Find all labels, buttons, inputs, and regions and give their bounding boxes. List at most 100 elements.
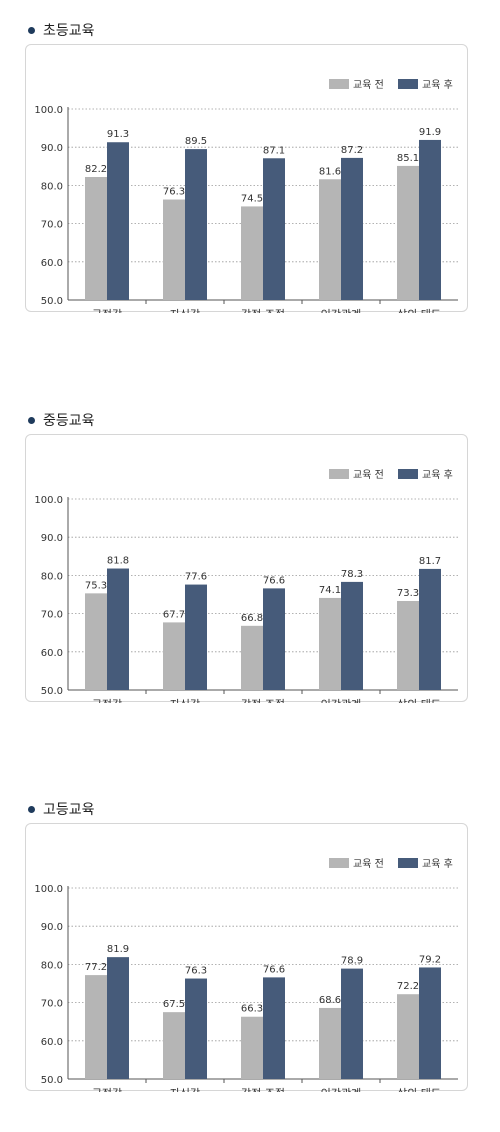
bar <box>85 975 107 1079</box>
x-tick-label: 삶의 태도 <box>397 308 441 313</box>
bar <box>241 206 263 300</box>
legend-label: 교육 후 <box>422 469 453 481</box>
bar <box>263 977 285 1079</box>
x-tick-label: 자신감 <box>170 1087 200 1092</box>
chart-section-high: 고등교육 교육 전 교육 후 50.0 60.0 70.0 80.0 90.0 100.0 77… <box>0 799 500 1099</box>
data-label: 78.3 <box>341 569 363 580</box>
legend-swatch <box>398 79 418 89</box>
bar <box>397 600 419 690</box>
bar <box>107 142 129 300</box>
data-label: 81.8 <box>107 556 129 567</box>
x-tick-label: 인간관계 <box>321 698 361 703</box>
bar <box>185 978 207 1079</box>
data-label: 91.3 <box>107 129 129 140</box>
y-tick-label: 100.0 <box>34 495 63 506</box>
y-tick-label: 80.0 <box>41 571 63 582</box>
y-tick-label: 90.0 <box>41 143 63 154</box>
bar <box>341 581 363 690</box>
chart-panel: 교육 전 교육 후 50.0 60.0 70.0 80.0 90.0 100.0 82.2 91.… <box>25 44 468 313</box>
bar <box>163 622 185 690</box>
data-label: 74.5 <box>241 193 263 204</box>
data-label: 79.2 <box>419 954 441 965</box>
data-label: 77.2 <box>85 962 107 973</box>
data-label: 78.9 <box>341 956 363 967</box>
bar <box>107 568 129 690</box>
y-tick-label: 50.0 <box>41 686 63 697</box>
data-label: 76.3 <box>163 187 185 198</box>
bar <box>107 957 129 1079</box>
data-label: 66.8 <box>241 613 263 624</box>
data-label: 76.6 <box>263 575 285 586</box>
x-tick-label: 감정 조절 <box>241 308 285 313</box>
data-label: 81.6 <box>319 166 341 177</box>
legend-label: 교육 후 <box>422 79 453 91</box>
data-label: 76.6 <box>263 964 285 975</box>
bar-chart: 교육 전 교육 후 50.0 60.0 70.0 80.0 90.0 100.0 77.281.… <box>34 858 458 1092</box>
legend-label: 교육 후 <box>422 858 453 870</box>
bar <box>419 967 441 1079</box>
bullet-dot-icon <box>28 26 35 34</box>
y-tick-label: 100.0 <box>34 884 63 895</box>
legend-label: 교육 전 <box>353 79 384 91</box>
data-label: 66.3 <box>241 1004 263 1015</box>
legend-label: 교육 전 <box>353 858 384 870</box>
data-label: 67.7 <box>163 609 185 620</box>
y-tick-label: 80.0 <box>41 960 63 971</box>
legend-swatch <box>329 469 349 479</box>
y-tick-label: 100.0 <box>34 105 63 116</box>
bar <box>397 994 419 1079</box>
y-tick-label: 70.0 <box>41 999 63 1010</box>
data-label: 68.6 <box>319 995 341 1006</box>
legend-swatch <box>329 79 349 89</box>
x-tick-label: 감정 조절 <box>241 1087 285 1092</box>
y-tick-label: 50.0 <box>41 296 63 307</box>
data-label: 77.6 <box>185 572 207 583</box>
data-label: 74.1 <box>319 585 341 596</box>
bar <box>85 593 107 690</box>
y-tick-label: 60.0 <box>41 258 63 269</box>
x-tick-label: 긍정감 <box>92 698 122 703</box>
x-tick-label: 감정 조절 <box>241 698 285 703</box>
y-tick-label: 90.0 <box>41 533 63 544</box>
y-tick-label: 50.0 <box>41 1075 63 1086</box>
legend-swatch <box>398 469 418 479</box>
bullet-dot-icon <box>28 805 35 813</box>
bar-chart: 교육 전 교육 후 50.0 60.0 70.0 80.0 90.0 100.0 75.3 81.… <box>34 469 458 703</box>
chart-panel: 교육 전 교육 후 50.0 60.0 70.0 80.0 90.0 100.0 75.3 81.… <box>25 434 468 703</box>
bar <box>85 176 107 300</box>
x-tick-label: 삶의 태도 <box>397 1087 441 1092</box>
bar <box>163 199 185 300</box>
bullet-dot-icon <box>28 416 35 424</box>
bar <box>263 588 285 690</box>
bar <box>341 157 363 300</box>
section-title: 고등교육 <box>43 802 95 818</box>
x-tick-label: 자신감 <box>170 308 200 313</box>
bar <box>419 139 441 300</box>
section-heading: 고등교육 <box>28 799 95 819</box>
chart-panel: 교육 전 교육 후 50.0 60.0 70.0 80.0 90.0 100.0 77.2 81.… <box>25 823 468 1092</box>
y-tick-label: 80.0 <box>41 181 63 192</box>
legend-swatch <box>329 858 349 868</box>
data-label: 87.1 <box>263 145 285 156</box>
data-label: 81.9 <box>107 944 129 955</box>
bar <box>419 568 441 690</box>
data-label: 85.1 <box>397 153 419 164</box>
legend-swatch <box>398 858 418 868</box>
y-tick-label: 90.0 <box>41 922 63 933</box>
data-label: 87.2 <box>341 145 363 156</box>
data-label: 89.5 <box>185 136 207 147</box>
bar <box>185 584 207 690</box>
section-heading: 중등교육 <box>28 410 95 430</box>
bar <box>319 1007 341 1079</box>
section-heading: 초등교육 <box>28 20 95 40</box>
data-label: 73.3 <box>397 588 419 599</box>
data-label: 76.3 <box>185 966 207 977</box>
bar-chart: 교육 전 교육 후 50.0 60.0 70.0 80.0 90.0 100.0 82.2 91.… <box>34 79 458 313</box>
section-title: 중등교육 <box>43 413 95 429</box>
x-tick-label: 인간관계 <box>321 308 361 313</box>
bar <box>319 179 341 300</box>
chart-section-middle: 중등교육 교육 전 교육 후 50.0 60.0 70.0 80.0 90.0 100.0 75… <box>0 410 500 710</box>
y-tick-label: 70.0 <box>41 220 63 231</box>
bar <box>241 625 263 690</box>
data-label: 72.2 <box>397 981 419 992</box>
